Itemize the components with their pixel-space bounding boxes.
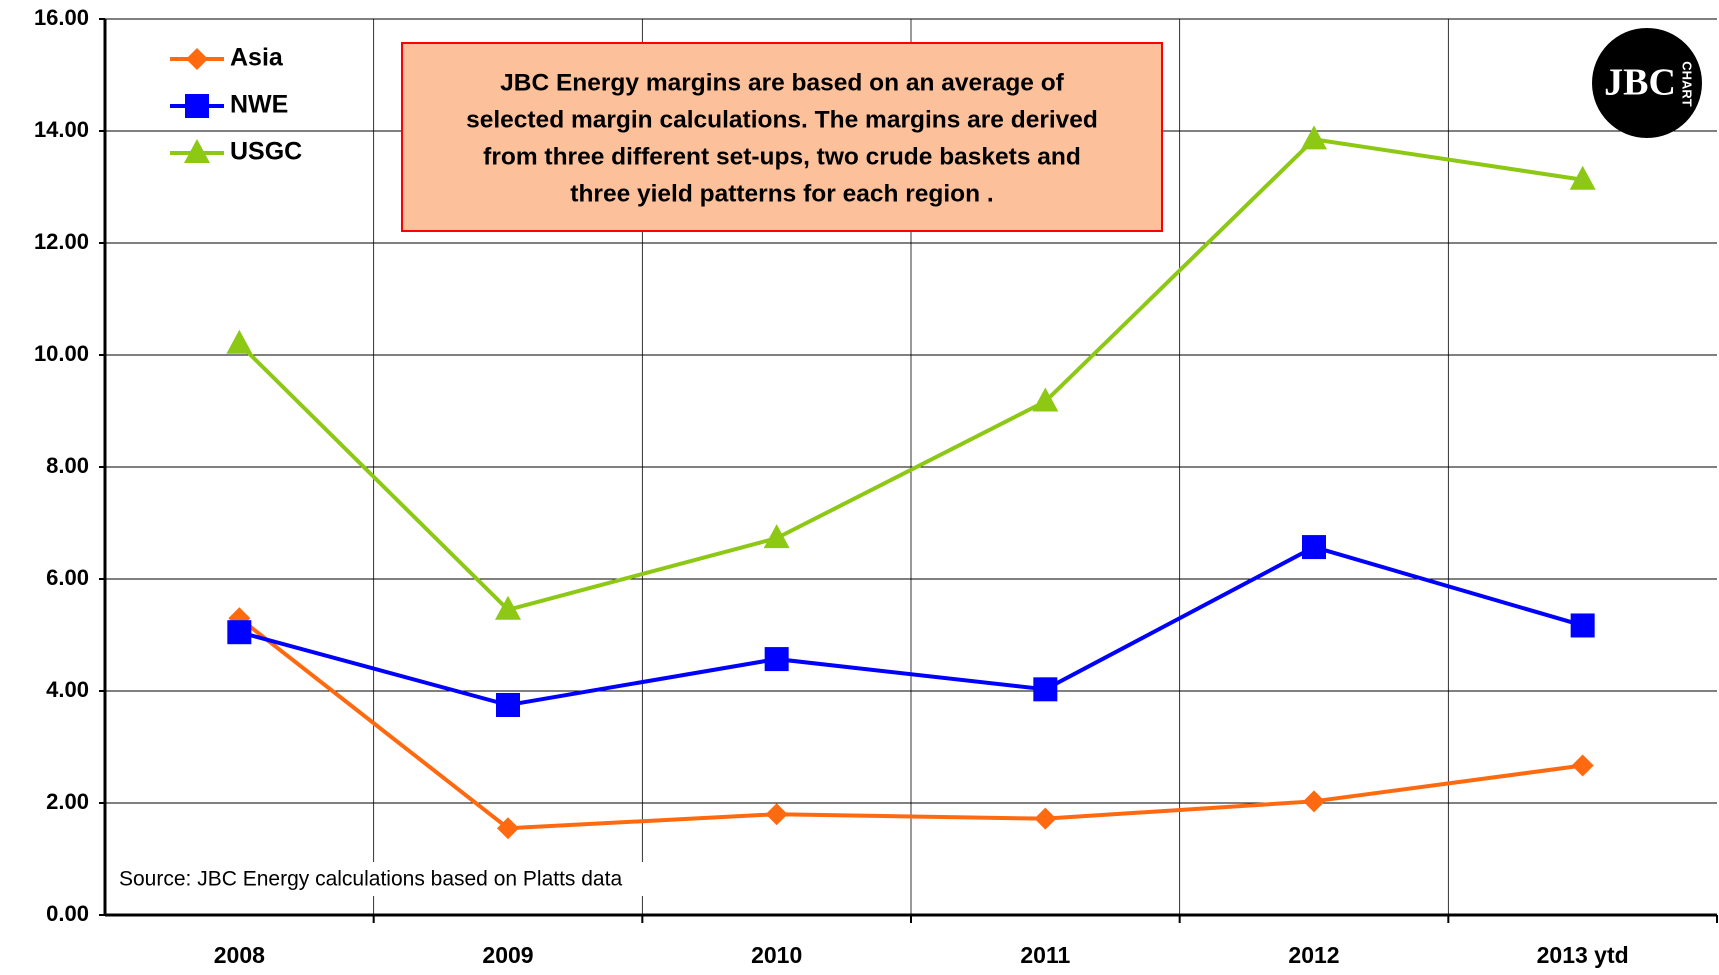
marker (227, 620, 252, 645)
legend-label: Asia (230, 44, 284, 72)
y-tick-label: 12.00 (34, 229, 89, 254)
marker (1034, 807, 1057, 830)
y-tick-label: 2.00 (46, 789, 89, 814)
series (227, 535, 1595, 717)
series-line (237, 137, 1583, 613)
marker (226, 329, 253, 354)
marker (185, 94, 209, 118)
source-bg (110, 862, 710, 896)
y-tick-label: 4.00 (46, 677, 89, 702)
x-tick-label: 2013 ytd (1537, 942, 1629, 968)
series (226, 125, 1596, 620)
marker (765, 803, 788, 826)
y-tick-label: 16.00 (34, 5, 89, 30)
legend-label: USGC (230, 138, 302, 166)
marker (1033, 677, 1058, 702)
marker (1569, 165, 1596, 190)
y-tick-label: 6.00 (46, 565, 89, 590)
x-tick-label: 2012 (1288, 942, 1339, 968)
marker (1032, 387, 1059, 412)
annotation-box (401, 42, 1163, 232)
annotation-text: three yield patterns for each region . (570, 180, 993, 207)
marker (186, 48, 208, 70)
annotation-text: selected margin calculations. The margin… (466, 106, 1098, 133)
marker (763, 524, 790, 549)
marker (764, 647, 789, 672)
marker (1301, 125, 1327, 150)
x-tick-label: 2008 (214, 942, 265, 968)
series-line (238, 616, 1583, 831)
marker (496, 693, 520, 717)
annotation-text: from three different set-ups, two crude … (483, 143, 1081, 170)
annotation-text: JBC Energy margins are based on an avera… (500, 69, 1065, 96)
marker (1302, 535, 1326, 560)
x-tick-label: 2010 (751, 942, 802, 968)
marker (1570, 613, 1595, 638)
marker (1571, 754, 1594, 777)
marker (184, 139, 210, 163)
marker (497, 817, 519, 840)
y-tick-label: 8.00 (46, 453, 89, 478)
source: Source: JBC Energy calculations based on… (119, 868, 622, 891)
x-tick-label: 2011 (1020, 942, 1070, 968)
x-tick-label: 2009 (482, 942, 533, 968)
y-tick-label: 0.00 (46, 901, 89, 926)
logo (1592, 28, 1702, 138)
legend-label: NWE (230, 91, 288, 119)
series-line (238, 544, 1584, 708)
y-tick-label: 10.00 (34, 341, 89, 366)
logo-caption: CHART (1680, 61, 1695, 107)
logo-letters: JBC (1604, 62, 1676, 104)
marker (1303, 790, 1325, 813)
marker (495, 595, 521, 620)
y-tick-label: 14.00 (34, 117, 89, 142)
